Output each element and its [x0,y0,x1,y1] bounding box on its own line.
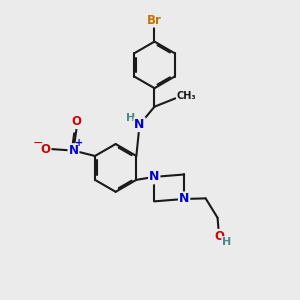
Text: N: N [179,193,189,206]
Text: CH₃: CH₃ [177,91,197,101]
Text: N: N [134,118,145,131]
Text: +: + [75,138,83,148]
Text: Br: Br [147,14,162,27]
Text: O: O [214,230,224,243]
Text: −: − [32,137,43,150]
Text: O: O [71,115,82,128]
Text: N: N [149,170,160,183]
Text: O: O [40,142,50,156]
Text: N: N [68,144,79,157]
Text: H: H [126,113,135,123]
Text: H: H [222,237,231,247]
